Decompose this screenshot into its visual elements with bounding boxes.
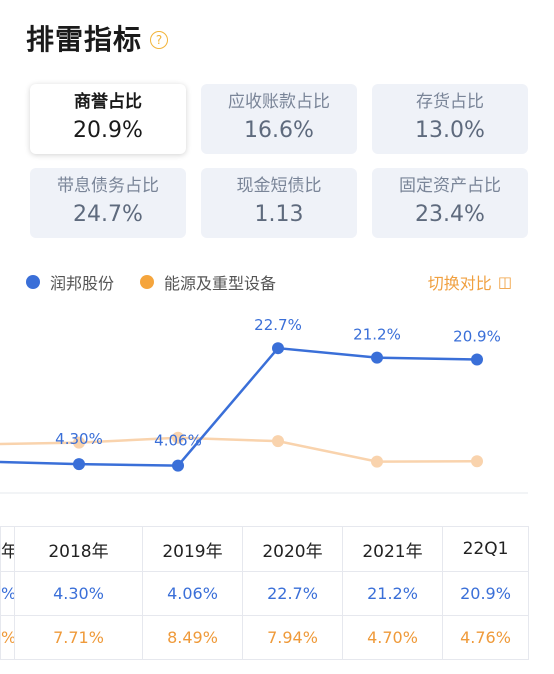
company-data-point [371, 351, 383, 364]
metric-card-goodwill[interactable]: 商誉占比 20.9% [30, 84, 186, 154]
page-title: 排雷指标 [26, 23, 143, 56]
metric-value: 13.0% [415, 118, 485, 143]
metric-value: 23.4% [415, 202, 485, 227]
table-cell: 8.49% [142, 615, 243, 660]
industry-data-point [471, 455, 483, 468]
industry-data-point [172, 431, 184, 444]
metric-label: 商誉占比 [74, 92, 142, 112]
metric-value: 24.7% [73, 202, 143, 227]
company-data-label: 4.30% [55, 430, 103, 448]
legend-dot-icon [140, 275, 155, 289]
table-cell: 4.70% [342, 615, 443, 660]
switch-compare-button[interactable]: 切换对比 ◫ [428, 270, 512, 294]
table-header-cell: 22Q1 [442, 526, 529, 572]
metric-value: 16.6% [244, 118, 314, 143]
industry-data-point [272, 435, 284, 448]
metric-card-interest-debt[interactable]: 带息债务占比 24.7% [30, 168, 186, 238]
metric-card-inventory[interactable]: 存货占比 13.0% [372, 84, 528, 154]
legend-item-company: 润邦股份 [26, 270, 114, 294]
table-cell: 20.9% [442, 571, 529, 616]
company-data-point [471, 353, 483, 366]
legend-item-industry: 能源及重型设备 [140, 270, 276, 294]
section-header: 排雷指标 ? [26, 18, 169, 58]
table-row-industry: % 7.71% 8.49% 7.94% 4.70% 4.76% [0, 615, 529, 660]
legend-dot-icon [26, 275, 40, 289]
metric-card-cash-short-debt[interactable]: 现金短债比 1.13 [201, 168, 357, 238]
industry-series [0, 431, 483, 468]
question-circle-icon[interactable]: ? [150, 31, 169, 49]
table-header-cell: 2020年 [242, 526, 343, 572]
company-data-point [272, 342, 284, 355]
table-cell: 4.76% [442, 615, 529, 660]
comparison-table: 年 2018年 2019年 2020年 2021年 22Q1 % 4.30% 4… [0, 526, 529, 660]
company-data-label: 22.7% [254, 316, 302, 334]
line-chart: 4.30% 4.06% 22.7% 21.2% 20.9% [0, 316, 528, 494]
table-header-cell: 2021年 [342, 526, 443, 572]
metric-label: 存货占比 [416, 92, 484, 112]
legend-label: 润邦股份 [50, 274, 115, 293]
company-series-line [0, 346, 478, 467]
chart-legend: 润邦股份 能源及重型设备 [26, 270, 302, 294]
table-cell: 7.94% [242, 615, 343, 660]
table-cell: 7.71% [14, 615, 143, 660]
table-cell: 4.06% [142, 571, 243, 616]
metric-card-receivables[interactable]: 应收账款占比 16.6% [201, 84, 357, 154]
metric-value: 1.13 [254, 202, 304, 227]
table-row-company: % 4.30% 4.06% 22.7% 21.2% 20.9% [0, 571, 529, 616]
company-series [0, 342, 483, 472]
industry-data-point [73, 436, 85, 449]
company-data-label: 4.06% [154, 432, 202, 450]
company-data-point [172, 459, 184, 472]
switch-compare-label: 切换对比 [427, 274, 492, 293]
metric-value: 20.9% [73, 118, 143, 143]
swap-icon: ◫ [497, 273, 512, 291]
table-cell: % [0, 615, 15, 660]
table-header-cell: 2018年 [14, 526, 143, 572]
company-data-point [73, 458, 85, 471]
table-cell: % [0, 571, 15, 616]
metric-label: 固定资产占比 [399, 176, 501, 196]
data-labels: 4.30% 4.06% 22.7% 21.2% 20.9% [55, 316, 501, 449]
industry-data-point [371, 455, 383, 468]
metric-label: 应收账款占比 [228, 92, 330, 112]
metric-card-fixed-assets[interactable]: 固定资产占比 23.4% [372, 168, 528, 238]
legend-label: 能源及重型设备 [164, 274, 277, 293]
table-header-row: 年 2018年 2019年 2020年 2021年 22Q1 [0, 526, 529, 572]
table-cell: 22.7% [242, 571, 343, 616]
metric-label: 带息债务占比 [57, 176, 159, 196]
table-cell: 4.30% [14, 571, 143, 616]
industry-series-line [0, 436, 478, 463]
metric-label: 现金短债比 [236, 176, 322, 196]
table-cell: 21.2% [342, 571, 443, 616]
company-data-label: 21.2% [353, 326, 401, 344]
table-header-cell: 2019年 [142, 526, 243, 572]
table-header-cell: 年 [0, 526, 15, 572]
company-data-label: 20.9% [453, 328, 501, 346]
